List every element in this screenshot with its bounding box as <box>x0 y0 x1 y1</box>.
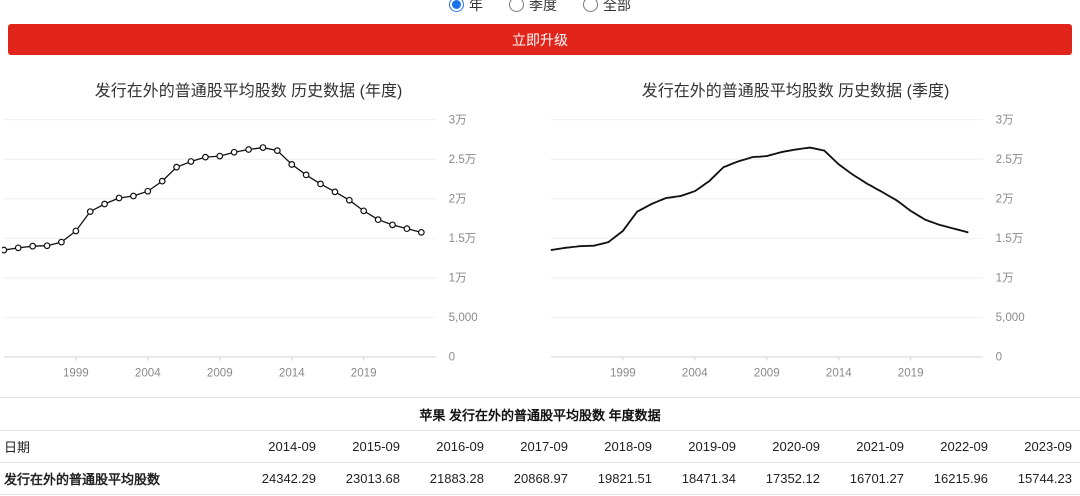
svg-text:3万: 3万 <box>449 114 467 126</box>
svg-text:3万: 3万 <box>996 114 1014 126</box>
svg-text:2014: 2014 <box>826 367 852 379</box>
svg-text:0: 0 <box>449 352 455 364</box>
table-separator <box>0 396 1080 398</box>
date-cell: 2022-09 <box>912 429 996 463</box>
period-radio-quarterly[interactable] <box>509 0 524 12</box>
svg-text:1.5万: 1.5万 <box>449 233 477 245</box>
quarterly-chart-canvas: 0 5,000 1万 1.5万 2万 2.5万 3万 1999 2004 2009 2014 2019 <box>550 114 1025 379</box>
date-cell: 2015-09 <box>324 429 408 463</box>
date-cell: 2016-09 <box>408 429 492 463</box>
svg-text:2004: 2004 <box>682 367 708 379</box>
date-cell: 2020-09 <box>744 429 828 463</box>
date-cell: 2019-09 <box>660 429 744 463</box>
value-cell: 24342.29 <box>240 461 324 495</box>
value-cell: 15744.23 <box>996 461 1080 495</box>
value-cell: 23013.68 <box>324 461 408 495</box>
date-cell: 2017-09 <box>492 429 576 463</box>
period-selector: 年 季度 全部 <box>0 0 1080 18</box>
svg-text:2014: 2014 <box>279 367 305 379</box>
svg-text:1999: 1999 <box>63 367 89 379</box>
date-cell: 2023-09 <box>996 429 1080 463</box>
svg-text:2万: 2万 <box>996 193 1014 205</box>
period-radio-all[interactable] <box>583 0 598 12</box>
period-option-annual[interactable]: 年 <box>449 0 483 15</box>
metric-row-label: 发行在外的普通股平均股数 <box>0 461 240 495</box>
period-option-label: 年 <box>469 0 483 13</box>
svg-text:5,000: 5,000 <box>996 312 1025 324</box>
svg-text:5,000: 5,000 <box>449 312 478 324</box>
date-cell: 2014-09 <box>240 429 324 463</box>
upgrade-button[interactable]: 立即升级 <box>8 24 1072 55</box>
table-title: 苹果 发行在外的普通股平均股数 年度数据 <box>419 407 661 423</box>
period-radio-annual[interactable] <box>449 0 464 12</box>
period-option-label: 全部 <box>603 0 631 13</box>
svg-text:2万: 2万 <box>449 193 467 205</box>
value-cell: 16701.27 <box>828 461 912 495</box>
period-option-label: 季度 <box>529 0 557 13</box>
svg-text:0: 0 <box>996 352 1002 364</box>
value-cell: 19821.51 <box>576 461 660 495</box>
date-cell: 2018-09 <box>576 429 660 463</box>
svg-text:1999: 1999 <box>610 367 636 379</box>
quarterly-chart-title: 发行在外的普通股平均股数 历史数据 (季度) <box>641 83 950 100</box>
svg-text:1万: 1万 <box>449 273 467 285</box>
period-option-all[interactable]: 全部 <box>583 0 631 15</box>
value-cell: 18471.34 <box>660 461 744 495</box>
annual-chart-title: 发行在外的普通股平均股数 历史数据 (年度) <box>94 83 403 100</box>
svg-text:1.5万: 1.5万 <box>996 233 1024 245</box>
data-table: 日期 2014-09 2015-09 2016-09 2017-09 2018-09 20… <box>0 429 1080 495</box>
period-option-quarterly[interactable]: 季度 <box>509 0 557 15</box>
value-cell: 16215.96 <box>912 461 996 495</box>
quarterly-chart: 发行在外的普通股平均股数 历史数据 (季度) 0 5,000 1万 1.5万 2万 2.5… <box>549 69 1042 387</box>
table-row-dates: 日期 2014-09 2015-09 2016-09 2017-09 2018-09 20… <box>0 429 1080 463</box>
svg-text:2019: 2019 <box>898 367 924 379</box>
svg-text:1万: 1万 <box>996 273 1014 285</box>
svg-text:2.5万: 2.5万 <box>449 154 477 166</box>
svg-text:2009: 2009 <box>207 367 233 379</box>
date-row-label: 日期 <box>0 429 240 463</box>
annual-chart-canvas: 0 5,000 1万 1.5万 2万 2.5万 3万 1999 2004 2009 2014 2019 <box>2 114 478 379</box>
annual-chart: 发行在外的普通股平均股数 历史数据 (年度) 0 5,000 1万 1.5万 2万 2.5… <box>2 69 495 387</box>
svg-text:2.5万: 2.5万 <box>996 154 1024 166</box>
table-row-values: 发行在外的普通股平均股数 24342.29 23013.68 21883.28 208… <box>0 461 1080 495</box>
svg-text:2019: 2019 <box>351 367 377 379</box>
svg-text:2009: 2009 <box>754 367 780 379</box>
value-cell: 17352.12 <box>744 461 828 495</box>
charts-area: 发行在外的普通股平均股数 历史数据 (年度) 0 5,000 1万 1.5万 2万 2.5… <box>0 55 1080 387</box>
svg-text:2004: 2004 <box>135 367 161 379</box>
value-cell: 21883.28 <box>408 461 492 495</box>
value-cell: 20868.97 <box>492 461 576 495</box>
date-cell: 2021-09 <box>828 429 912 463</box>
